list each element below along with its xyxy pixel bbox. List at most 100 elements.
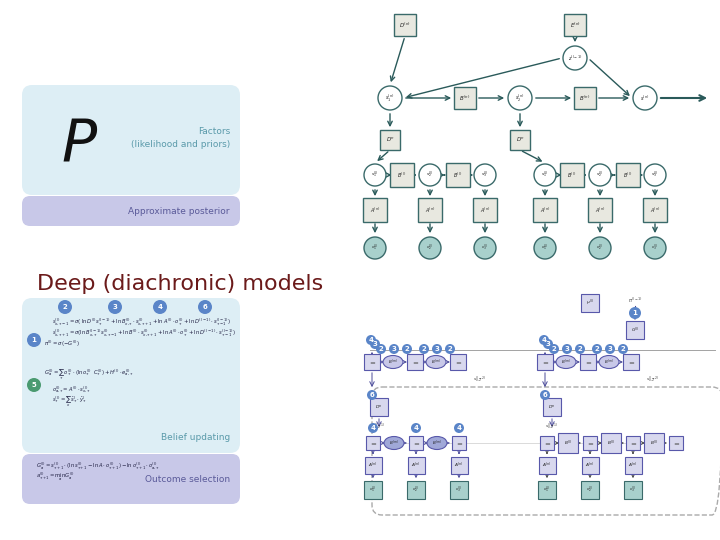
Text: 3: 3 xyxy=(372,341,377,347)
Text: 2: 2 xyxy=(577,346,582,352)
Circle shape xyxy=(411,423,421,433)
Text: 4: 4 xyxy=(541,337,546,343)
Text: $A^{(n)}$: $A^{(n)}$ xyxy=(370,205,380,214)
Text: 4: 4 xyxy=(456,425,462,431)
Bar xyxy=(451,456,467,474)
Text: 5: 5 xyxy=(32,382,37,388)
Bar xyxy=(408,456,425,474)
Bar xyxy=(582,456,598,474)
Circle shape xyxy=(153,300,167,314)
Text: Deep (diachronic) models: Deep (diachronic) models xyxy=(37,274,323,294)
Bar xyxy=(623,354,639,370)
Bar xyxy=(644,433,664,453)
Bar xyxy=(583,436,597,450)
Text: $B^{(l)}$: $B^{(l)}$ xyxy=(397,170,407,180)
Bar xyxy=(558,433,578,453)
Ellipse shape xyxy=(426,355,446,368)
FancyBboxPatch shape xyxy=(22,454,240,504)
Circle shape xyxy=(563,46,587,70)
Text: $B^{(m)}$: $B^{(m)}$ xyxy=(561,357,571,367)
Circle shape xyxy=(402,344,412,354)
Circle shape xyxy=(474,237,496,259)
Circle shape xyxy=(592,344,602,354)
Text: $A^{(n)}$: $A^{(n)}$ xyxy=(595,205,606,214)
Text: $=$: $=$ xyxy=(629,440,637,446)
Circle shape xyxy=(454,423,464,433)
Bar xyxy=(473,198,497,222)
Text: 3: 3 xyxy=(546,341,550,347)
Text: $o^{(l)}_{2}$: $o^{(l)}_{2}$ xyxy=(426,243,433,253)
Text: 2: 2 xyxy=(448,346,452,352)
Text: $s_1^{(n)}$: $s_1^{(n)}$ xyxy=(385,92,395,104)
Text: $=$: $=$ xyxy=(410,359,419,365)
Bar xyxy=(626,321,644,339)
Text: $A^{(n)}$: $A^{(n)}$ xyxy=(649,205,660,214)
Bar xyxy=(418,198,441,222)
Bar xyxy=(390,163,414,187)
Text: 2: 2 xyxy=(379,346,383,352)
Circle shape xyxy=(474,164,496,186)
Text: $a^{(l)}_{\tau+1} = \min_a G^{(l)}_a$: $a^{(l)}_{\tau+1} = \min_a G^{(l)}_a$ xyxy=(36,470,75,483)
FancyBboxPatch shape xyxy=(22,196,240,226)
Circle shape xyxy=(108,300,122,314)
Text: 1: 1 xyxy=(32,337,37,343)
Circle shape xyxy=(534,164,556,186)
Bar xyxy=(407,354,423,370)
Circle shape xyxy=(589,237,611,259)
Bar xyxy=(537,354,553,370)
Bar xyxy=(510,130,530,150)
Text: $D^{n}$: $D^{n}$ xyxy=(549,403,556,411)
Bar xyxy=(574,87,596,109)
Bar xyxy=(364,481,382,499)
Text: $B^{(l)}$: $B^{(l)}$ xyxy=(567,170,577,180)
Circle shape xyxy=(366,335,376,345)
Text: $o^{(l)}_{a,\tau} = A^{(l)} \cdot s^{(l)}_{x,\tau}$: $o^{(l)}_{a,\tau} = A^{(l)} \cdot s^{(l)… xyxy=(52,385,91,395)
Bar xyxy=(394,14,416,36)
Text: $B^{(m)}$: $B^{(m)}$ xyxy=(388,357,398,367)
Text: $s^{(l)}_\tau = \sum_x \hat{s}^l_\tau \cdot \hat{y}^l_\tau$: $s^{(l)}_\tau = \sum_x \hat{s}^l_\tau \c… xyxy=(52,395,86,409)
Text: $o^{(l)}_{3}$: $o^{(l)}_{3}$ xyxy=(455,485,463,495)
Bar xyxy=(616,163,639,187)
Text: $s^{(n)}$: $s^{(n)}$ xyxy=(640,93,649,103)
Bar xyxy=(450,354,466,370)
Bar xyxy=(380,130,400,150)
Text: $A^{(n)}$: $A^{(n)}$ xyxy=(454,460,464,470)
Text: $A^{(n)}$: $A^{(n)}$ xyxy=(425,205,436,214)
Circle shape xyxy=(562,344,572,354)
Text: 3: 3 xyxy=(112,304,117,310)
Bar xyxy=(580,354,596,370)
Text: $s^{(l)}_{3}$: $s^{(l)}_{3}$ xyxy=(652,170,659,180)
Text: 4: 4 xyxy=(158,304,163,310)
Text: $=$: $=$ xyxy=(455,440,463,446)
Text: $B^{(l)}$: $B^{(l)}$ xyxy=(454,170,462,180)
Bar xyxy=(450,481,468,499)
Text: Approximate posterior: Approximate posterior xyxy=(128,206,230,215)
Text: $D^{n}$: $D^{n}$ xyxy=(516,136,524,144)
Circle shape xyxy=(644,164,666,186)
Ellipse shape xyxy=(383,355,403,368)
Text: 2: 2 xyxy=(621,346,626,352)
Circle shape xyxy=(629,307,641,319)
Text: 2: 2 xyxy=(595,346,599,352)
Text: $B^{(l)}$: $B^{(l)}$ xyxy=(650,438,658,448)
Circle shape xyxy=(367,390,377,400)
Text: $D^{n}$: $D^{n}$ xyxy=(375,403,383,411)
Text: $o^{(l)}_{1}$: $o^{(l)}_{1}$ xyxy=(372,243,379,253)
Text: $\pi^{(l)} = \sigma(-G^{(l)})$: $\pi^{(l)} = \sigma(-G^{(l)})$ xyxy=(44,339,80,349)
Circle shape xyxy=(27,378,41,392)
Bar xyxy=(454,87,476,109)
Text: $=$: $=$ xyxy=(368,359,377,365)
Text: $D^{(n)}$: $D^{(n)}$ xyxy=(399,21,411,30)
Text: $A^{(n)}$: $A^{(n)}$ xyxy=(480,205,490,214)
Circle shape xyxy=(389,344,399,354)
Circle shape xyxy=(27,333,41,347)
Circle shape xyxy=(605,344,615,354)
Text: $A^{(n)}$: $A^{(n)}$ xyxy=(629,460,638,470)
Text: $B^{(l)}$: $B^{(l)}$ xyxy=(564,438,572,448)
Ellipse shape xyxy=(427,436,447,449)
Circle shape xyxy=(419,344,429,354)
Bar xyxy=(564,14,586,36)
Text: 3: 3 xyxy=(608,346,613,352)
Circle shape xyxy=(508,86,532,110)
Bar xyxy=(407,481,425,499)
